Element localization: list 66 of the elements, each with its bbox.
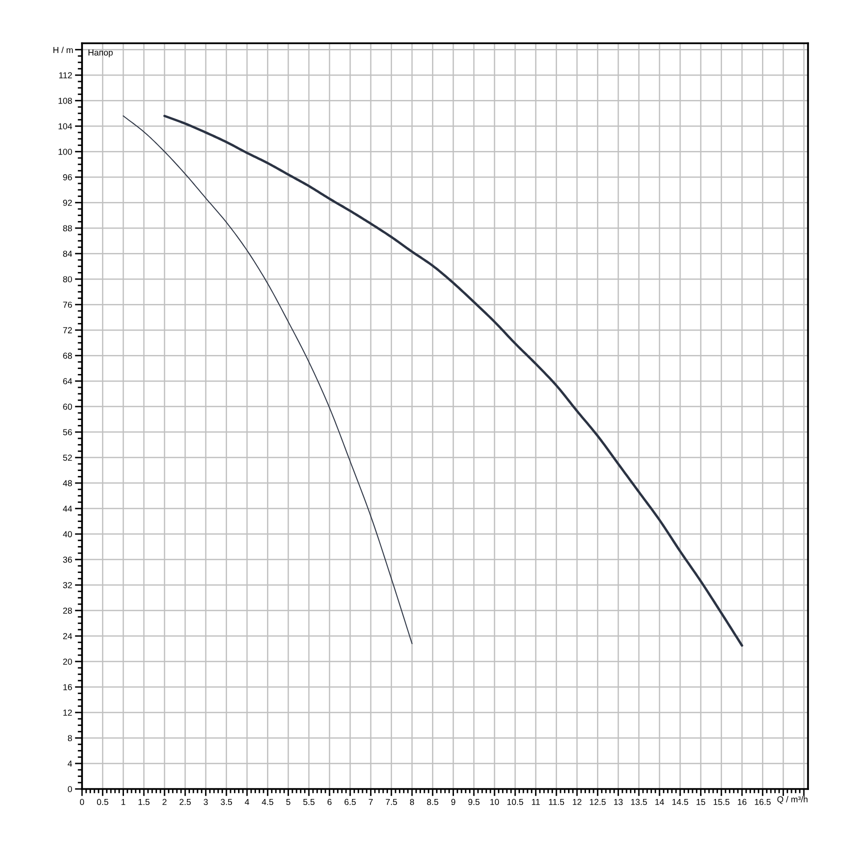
x-tick-label: 0 — [80, 798, 84, 806]
x-tick-label: 10 — [490, 798, 499, 806]
y-tick-label: 20 — [63, 658, 72, 665]
x-tick-label: 9.5 — [468, 798, 480, 806]
y-tick-label: 100 — [58, 148, 72, 155]
y-tick-label: 92 — [63, 200, 72, 206]
x-tick-label: 14 — [655, 799, 664, 805]
y-tick-label: 48 — [62, 480, 72, 486]
y-tick-label: 68 — [63, 352, 72, 359]
x-tick-label: 11.5 — [548, 799, 564, 806]
y-tick-label: 84 — [63, 250, 72, 257]
y-tick-label: 12 — [63, 710, 72, 716]
y-tick-label: 80 — [63, 276, 72, 282]
y-tick-label: 108 — [58, 98, 72, 104]
y-tick-label: 76 — [63, 302, 72, 308]
x-tick-label: 15.5 — [714, 799, 730, 806]
x-tick-label: 7 — [368, 799, 373, 805]
x-tick-label: 13.5 — [631, 798, 647, 806]
y-tick-label: 52 — [63, 454, 72, 461]
y-tick-label: 16 — [63, 684, 72, 690]
y-tick-label: 4 — [68, 760, 72, 767]
x-tick-label: 16.5 — [754, 798, 771, 806]
y-tick-label: 32 — [63, 582, 72, 588]
x-tick-label: 12.5 — [590, 798, 606, 806]
y-tick-label: 56 — [63, 429, 72, 436]
x-tick-label: 15 — [696, 799, 706, 806]
x-tick-label: 3 — [204, 798, 208, 806]
y-tick-label: 64 — [63, 378, 72, 384]
y-tick-label: 88 — [63, 225, 72, 232]
x-tick-label: 16 — [738, 798, 746, 806]
x-tick-label: 1.5 — [138, 799, 150, 806]
y-tick-label: 60 — [63, 404, 72, 410]
x-tick-label: 1 — [122, 799, 126, 805]
y-tick-label: 28 — [63, 608, 72, 614]
x-tick-label: 5 — [286, 799, 290, 806]
x-tick-label: 6.5 — [344, 798, 356, 806]
x-tick-label: 11 — [532, 799, 540, 805]
x-tick-label: 14.5 — [672, 799, 688, 806]
x-tick-label: 9 — [451, 798, 456, 806]
x-tick-label: 8.5 — [427, 798, 438, 806]
x-tick-label: 8 — [410, 798, 414, 806]
x-tick-label: 4.5 — [262, 799, 274, 806]
x-tick-label: 10.5 — [507, 798, 524, 806]
x-tick-label: 2.5 — [180, 798, 191, 806]
x-axis-title: Q / m³/h — [777, 796, 808, 804]
x-tick-label: 4 — [244, 799, 250, 805]
y-tick-label: 0 — [68, 786, 72, 792]
y-tick-label: 44 — [62, 506, 72, 512]
x-tick-label: 7.5 — [386, 799, 398, 806]
y-tick-label: 72 — [63, 327, 72, 334]
y-tick-label: 96 — [63, 174, 72, 180]
y-tick-label: 112 — [59, 72, 72, 78]
annotation: Напор — [88, 50, 113, 58]
y-tick-label: 40 — [62, 531, 72, 538]
y-tick-label: 104 — [58, 123, 72, 130]
y-tick-label: 8 — [68, 735, 72, 742]
x-tick-label: 2 — [162, 798, 166, 805]
x-tick-label: 5.5 — [303, 799, 315, 806]
x-tick-label: 3.5 — [220, 798, 232, 806]
y-tick-label: 24 — [63, 633, 72, 640]
x-tick-label: 12 — [572, 798, 582, 805]
y-tick-label: 36 — [63, 556, 72, 563]
x-tick-label: 6 — [328, 798, 332, 806]
x-tick-label: 13 — [614, 798, 623, 806]
y-axis-title: H / m — [53, 46, 73, 54]
x-tick-label: 0.5 — [97, 798, 108, 806]
